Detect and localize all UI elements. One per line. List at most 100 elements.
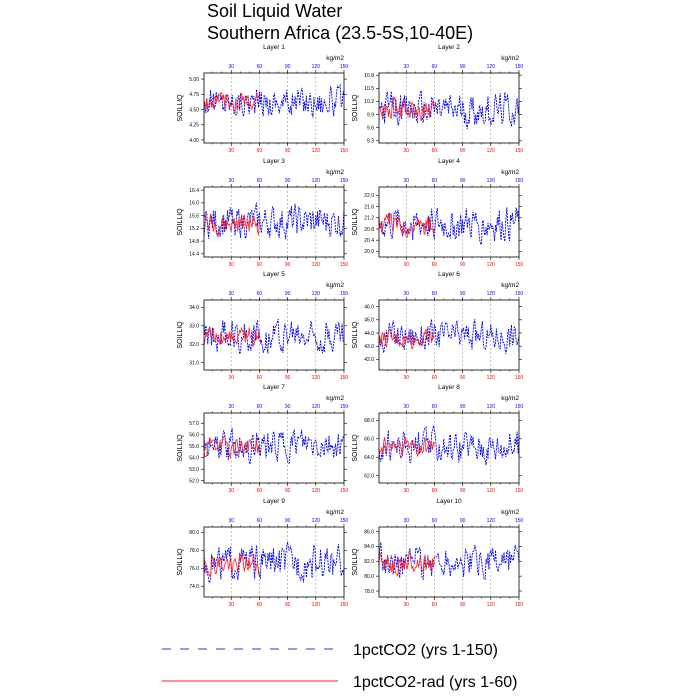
panel-units: kg/m2 bbox=[501, 55, 519, 62]
x-tick-label-bottom: 150 bbox=[515, 602, 524, 608]
x-tick-label-top: 90 bbox=[285, 64, 291, 70]
y-tick-label: 5.00 bbox=[189, 77, 199, 83]
y-tick-label: 21.6 bbox=[364, 204, 374, 210]
y-tick-label: 15.2 bbox=[189, 226, 199, 232]
legend: 1pctCO2 (yrs 1-150) 1pctCO2-rad (yrs 1-6… bbox=[162, 642, 518, 691]
y-axis-label: SOILLIQ bbox=[352, 94, 359, 122]
y-tick-label: 20.4 bbox=[364, 238, 374, 244]
x-tick-label-bottom: 30 bbox=[228, 375, 234, 381]
x-tick-label-top: 150 bbox=[340, 64, 349, 70]
series-line-1pctco2-rad bbox=[378, 552, 435, 577]
panel-title: Layer 3 bbox=[263, 158, 285, 165]
y-tick-label: 43.0 bbox=[364, 344, 374, 350]
panel-layer-5: Layer 5 kg/m2 SOILLIQ 30 60 90 120 150 30 60 90 120… bbox=[177, 271, 348, 381]
x-tick-label-bottom: 60 bbox=[432, 602, 438, 608]
y-tick-label: 16.0 bbox=[189, 201, 199, 207]
panel-frame bbox=[378, 526, 520, 598]
x-tick-label-bottom: 150 bbox=[340, 262, 349, 268]
y-tick-label: 4.50 bbox=[189, 107, 199, 113]
x-tick-label-top: 30 bbox=[403, 518, 409, 524]
panel-units: kg/m2 bbox=[501, 282, 519, 289]
x-tick-label-top: 90 bbox=[460, 64, 466, 70]
x-tick-label-top: 150 bbox=[515, 178, 524, 184]
x-tick-label-bottom: 150 bbox=[515, 488, 524, 494]
panel-title: Layer 9 bbox=[263, 498, 285, 505]
x-tick-label-bottom: 120 bbox=[487, 488, 496, 494]
panel-layer-8: Layer 8 kg/m2 SOILLIQ 30 60 90 120 150 30 60 90 120… bbox=[352, 384, 523, 494]
panel-layer-1: Layer 1 kg/m2 SOILLIQ 30 60 90 120 150 30 60 90 120… bbox=[177, 44, 348, 154]
x-tick-label-top: 120 bbox=[487, 518, 496, 524]
x-tick-label-bottom: 150 bbox=[515, 375, 524, 381]
x-tick-label-bottom: 60 bbox=[432, 488, 438, 494]
y-axis-label: SOILLIQ bbox=[177, 548, 184, 576]
series-line-1pctco2 bbox=[378, 425, 520, 466]
x-tick-label-top: 120 bbox=[312, 518, 321, 524]
panel-layer-9: Layer 9 kg/m2 SOILLIQ 30 60 90 120 150 30 60 90 120… bbox=[177, 498, 348, 608]
x-tick-label-bottom: 120 bbox=[487, 375, 496, 381]
x-tick-label-bottom: 90 bbox=[285, 148, 291, 154]
y-tick-label: 54.0 bbox=[189, 456, 199, 462]
x-tick-label-top: 120 bbox=[312, 178, 321, 184]
y-tick-label: 10.8 bbox=[364, 73, 374, 79]
panel-title: Layer 5 bbox=[263, 271, 285, 278]
x-tick-label-bottom: 90 bbox=[460, 148, 466, 154]
x-tick-label-top: 60 bbox=[432, 518, 438, 524]
x-tick-label-bottom: 30 bbox=[403, 488, 409, 494]
panel-units: kg/m2 bbox=[326, 282, 344, 289]
y-tick-label: 22.0 bbox=[364, 193, 374, 199]
panel-units: kg/m2 bbox=[326, 169, 344, 176]
x-tick-label-bottom: 120 bbox=[487, 602, 496, 608]
y-tick-label: 4.25 bbox=[189, 123, 199, 129]
x-tick-label-top: 120 bbox=[487, 404, 496, 410]
y-tick-label: 4.00 bbox=[189, 138, 199, 144]
x-tick-label-bottom: 150 bbox=[515, 148, 524, 154]
panel-frame bbox=[378, 186, 520, 258]
x-tick-label-bottom: 30 bbox=[228, 488, 234, 494]
x-tick-label-bottom: 90 bbox=[460, 602, 466, 608]
y-tick-label: 14.4 bbox=[189, 252, 199, 258]
panel-units: kg/m2 bbox=[326, 55, 344, 62]
x-tick-label-top: 150 bbox=[340, 178, 349, 184]
x-tick-label-top: 60 bbox=[257, 64, 263, 70]
x-tick-label-bottom: 90 bbox=[285, 488, 291, 494]
panel-units: kg/m2 bbox=[501, 169, 519, 176]
y-tick-label: 86.0 bbox=[364, 529, 374, 535]
y-axis-label: SOILLIQ bbox=[352, 321, 359, 349]
x-tick-label-top: 120 bbox=[487, 64, 496, 70]
x-tick-label-top: 60 bbox=[257, 291, 263, 297]
y-tick-label: 20.0 bbox=[364, 249, 374, 255]
x-tick-label-bottom: 150 bbox=[340, 375, 349, 381]
x-tick-label-bottom: 60 bbox=[432, 262, 438, 268]
x-tick-label-bottom: 60 bbox=[432, 148, 438, 154]
x-tick-label-top: 120 bbox=[312, 404, 321, 410]
x-tick-label-bottom: 90 bbox=[285, 602, 291, 608]
x-tick-label-bottom: 120 bbox=[487, 262, 496, 268]
x-tick-label-bottom: 60 bbox=[257, 262, 263, 268]
x-tick-label-top: 30 bbox=[403, 404, 409, 410]
y-tick-label: 9.3 bbox=[367, 139, 374, 145]
x-tick-label-bottom: 120 bbox=[312, 602, 321, 608]
x-tick-label-bottom: 90 bbox=[460, 488, 466, 494]
panel-frame bbox=[378, 412, 520, 484]
panel-frame bbox=[203, 299, 345, 371]
x-tick-label-bottom: 30 bbox=[403, 148, 409, 154]
x-tick-label-top: 90 bbox=[285, 404, 291, 410]
y-axis-label: SOILLIQ bbox=[177, 434, 184, 462]
y-tick-label: 53.0 bbox=[189, 467, 199, 473]
y-tick-label: 46.0 bbox=[364, 304, 374, 310]
y-axis-label: SOILLIQ bbox=[352, 208, 359, 236]
x-tick-label-bottom: 120 bbox=[312, 148, 321, 154]
panel-title: Layer 8 bbox=[438, 384, 460, 391]
x-tick-label-top: 120 bbox=[487, 291, 496, 297]
x-tick-label-bottom: 150 bbox=[340, 488, 349, 494]
y-tick-label: 55.0 bbox=[189, 444, 199, 450]
y-tick-label: 33.0 bbox=[189, 324, 199, 330]
x-tick-label-bottom: 30 bbox=[228, 262, 234, 268]
y-tick-label: 82.0 bbox=[364, 559, 374, 565]
panel-frame bbox=[378, 72, 520, 144]
x-tick-label-bottom: 90 bbox=[285, 375, 291, 381]
panel-frame bbox=[378, 299, 520, 371]
series-line-1pctco2-rad bbox=[203, 553, 260, 577]
series-line-1pctco2-rad bbox=[203, 325, 260, 346]
panel-title: Layer 4 bbox=[438, 158, 460, 165]
